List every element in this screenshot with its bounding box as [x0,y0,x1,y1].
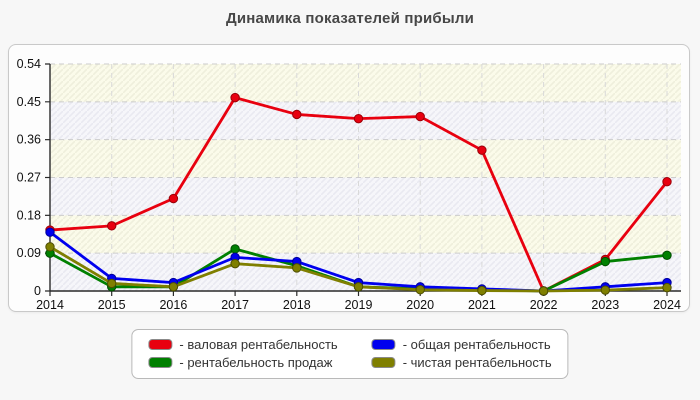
data-point [662,282,672,293]
y-axis-tick-label: 0.45 [17,95,41,109]
y-axis-tick-label: 0.18 [17,208,41,222]
x-axis-tick-label: 2016 [159,298,187,311]
y-axis-tick-label: 0.54 [17,57,41,71]
legend-swatch-icon [148,339,173,350]
legend-swatch-icon [148,357,173,368]
plot-band [50,101,681,140]
x-axis-tick-label: 2019 [345,298,373,311]
data-point [292,109,302,120]
y-axis-tick-label: 0 [34,284,41,298]
x-axis-tick-label: 2024 [653,298,681,311]
plot-band [50,64,681,102]
data-point [45,227,55,237]
legend-label: - общая рентабельность [402,337,551,352]
data-point [477,145,487,155]
y-axis-tick-label: 0.27 [17,171,41,185]
legend-item-2: - рентабельность продаж [148,355,337,370]
plot-panel: 0 0.09 0.18 0.27 0.36 0.45 0.54 2014 2015 2016 201… [8,44,690,312]
y-axis-tick-label: 0.36 [17,133,41,147]
data-point [107,221,117,231]
plot-band [50,139,681,178]
data-point [353,113,364,124]
data-point [477,285,487,296]
data-point [168,282,179,292]
data-point [45,242,55,252]
y-axis-tick-label: 0.09 [17,246,41,260]
chart-title: Динамика показателей прибыли [225,10,475,27]
data-point [415,285,425,295]
data-point [292,263,302,273]
legend-item-3: - чистая рентабельность [371,355,552,370]
legend-label: - чистая рентабельность [402,355,552,370]
data-point [662,177,672,187]
data-point [230,258,240,269]
x-axis-tick-label: 2014 [36,298,64,311]
data-point [538,286,549,296]
data-point [600,256,610,267]
x-axis-tick-label: 2018 [283,298,311,311]
legend-swatch-icon [371,357,396,368]
x-axis-tick-label: 2023 [591,298,619,311]
x-axis-tick-label: 2022 [530,298,558,311]
data-point [230,244,240,254]
data-point [107,278,117,289]
legend-item-1: - общая рентабельность [371,337,552,352]
data-point [168,193,179,204]
x-axis-tick-label: 2017 [221,298,249,311]
legend-swatch-icon [371,339,396,350]
legend-label: - валовая рентабельность [179,337,338,352]
data-point [662,250,672,260]
x-axis-tick-label: 2015 [98,298,126,311]
x-axis-tick-label: 2020 [406,298,434,311]
data-point [353,282,364,292]
legend-label: - рентабельность продаж [179,355,333,370]
legend: - валовая рентабельность - общая рентабел… [131,329,569,379]
plot-band [50,215,681,254]
x-axis-tick-label: 2021 [468,298,496,311]
line-chart: 0 0.09 0.18 0.27 0.36 0.45 0.54 2014 2015 2016 201… [17,57,681,311]
data-point [415,111,425,122]
data-point [600,285,610,295]
plot-band [50,177,681,216]
legend-item-0: - валовая рентабельность [148,337,338,352]
data-point [230,92,240,103]
